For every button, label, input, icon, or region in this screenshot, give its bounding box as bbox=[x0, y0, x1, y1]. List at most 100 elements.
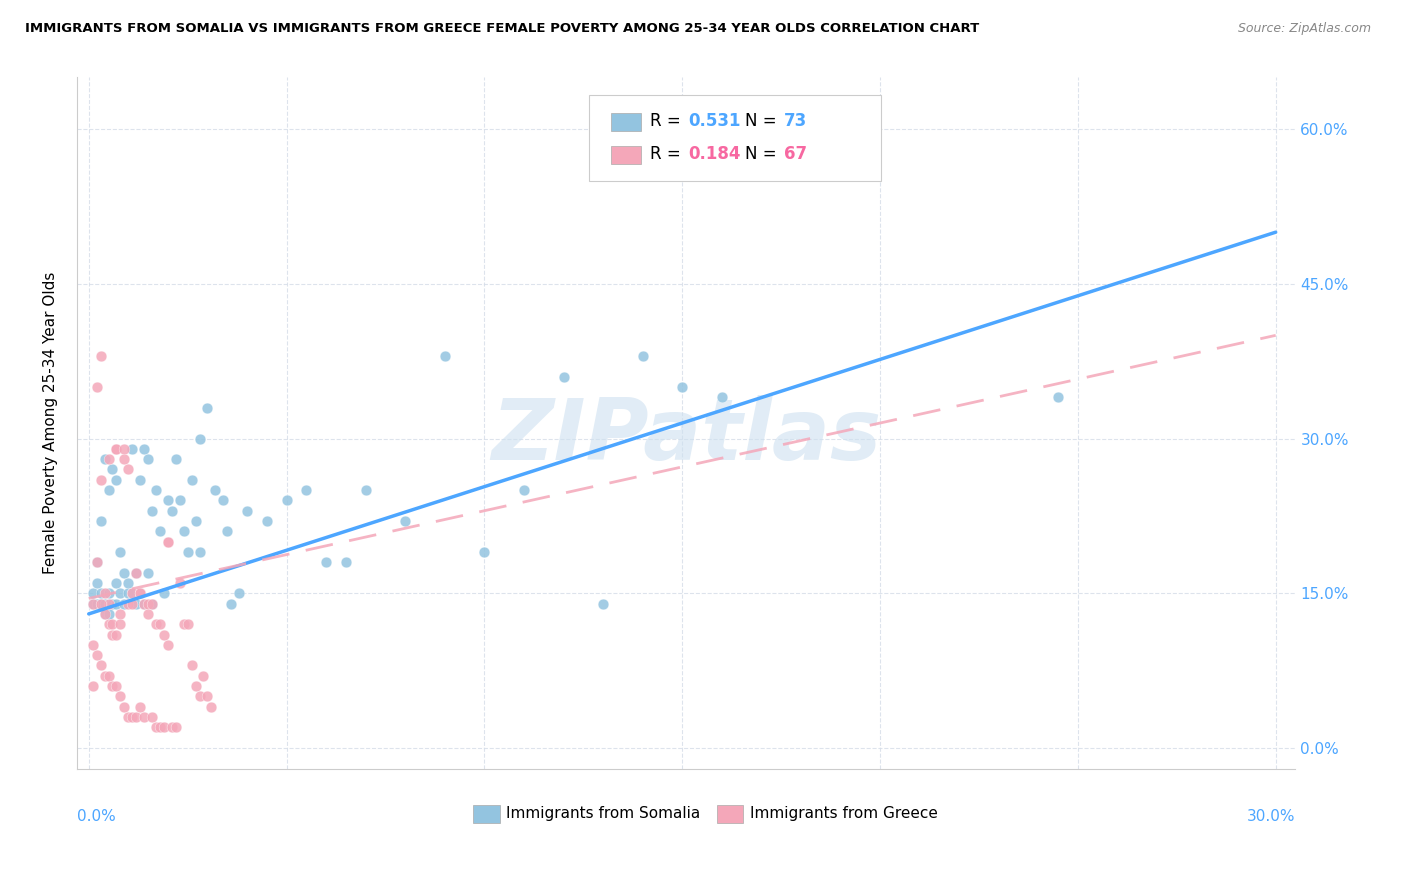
Point bbox=[121, 597, 143, 611]
Y-axis label: Female Poverty Among 25-34 Year Olds: Female Poverty Among 25-34 Year Olds bbox=[44, 272, 58, 574]
Point bbox=[97, 483, 120, 497]
Point bbox=[112, 442, 135, 456]
Point bbox=[256, 514, 278, 528]
Point bbox=[141, 597, 163, 611]
Point bbox=[97, 669, 120, 683]
Point bbox=[105, 679, 128, 693]
Point bbox=[93, 669, 115, 683]
Point bbox=[193, 669, 215, 683]
Point bbox=[160, 504, 183, 518]
FancyBboxPatch shape bbox=[610, 112, 641, 130]
Text: IMMIGRANTS FROM SOMALIA VS IMMIGRANTS FROM GREECE FEMALE POVERTY AMONG 25-34 YEA: IMMIGRANTS FROM SOMALIA VS IMMIGRANTS FR… bbox=[25, 22, 980, 36]
Point bbox=[82, 679, 104, 693]
Point bbox=[145, 617, 167, 632]
Point bbox=[474, 545, 496, 559]
Point bbox=[101, 627, 124, 641]
Point bbox=[149, 524, 172, 539]
Point bbox=[141, 710, 163, 724]
Point bbox=[276, 493, 298, 508]
Point bbox=[156, 493, 179, 508]
Point bbox=[165, 452, 187, 467]
Point bbox=[141, 597, 163, 611]
Point bbox=[180, 658, 202, 673]
Point bbox=[136, 607, 159, 621]
Text: 67: 67 bbox=[783, 145, 807, 163]
Point bbox=[169, 576, 191, 591]
Text: Immigrants from Greece: Immigrants from Greece bbox=[749, 806, 938, 821]
Point bbox=[105, 442, 128, 456]
Point bbox=[125, 566, 148, 580]
Point bbox=[141, 504, 163, 518]
Point bbox=[93, 597, 115, 611]
Point bbox=[82, 597, 104, 611]
Point bbox=[153, 720, 176, 734]
Point bbox=[101, 679, 124, 693]
Point bbox=[90, 349, 112, 363]
Point bbox=[90, 658, 112, 673]
Point bbox=[105, 473, 128, 487]
Point bbox=[176, 545, 198, 559]
Point bbox=[86, 597, 108, 611]
Point bbox=[86, 380, 108, 394]
Point bbox=[315, 555, 337, 569]
Point bbox=[513, 483, 536, 497]
Point bbox=[117, 597, 139, 611]
Point bbox=[631, 349, 654, 363]
Text: 0.184: 0.184 bbox=[689, 145, 741, 163]
Point bbox=[354, 483, 377, 497]
Point bbox=[592, 597, 614, 611]
Point bbox=[134, 597, 156, 611]
Text: Source: ZipAtlas.com: Source: ZipAtlas.com bbox=[1237, 22, 1371, 36]
Point bbox=[90, 514, 112, 528]
Text: R =: R = bbox=[650, 112, 686, 130]
Point bbox=[110, 690, 132, 704]
Text: ZIPatlas: ZIPatlas bbox=[491, 395, 882, 478]
Point bbox=[200, 699, 222, 714]
Point bbox=[97, 586, 120, 600]
Point bbox=[1047, 390, 1070, 404]
Point bbox=[188, 432, 211, 446]
Point bbox=[121, 586, 143, 600]
Point bbox=[90, 586, 112, 600]
Point bbox=[110, 545, 132, 559]
Point bbox=[82, 586, 104, 600]
Point bbox=[90, 597, 112, 611]
Point bbox=[101, 617, 124, 632]
Point bbox=[219, 597, 242, 611]
Point bbox=[110, 607, 132, 621]
Point bbox=[101, 597, 124, 611]
Point bbox=[105, 627, 128, 641]
Point bbox=[156, 534, 179, 549]
Point bbox=[101, 462, 124, 476]
Point bbox=[97, 607, 120, 621]
Point bbox=[394, 514, 416, 528]
Point bbox=[136, 597, 159, 611]
Point bbox=[93, 607, 115, 621]
Point bbox=[295, 483, 318, 497]
FancyBboxPatch shape bbox=[610, 146, 641, 164]
Point bbox=[105, 597, 128, 611]
Point bbox=[204, 483, 226, 497]
Point bbox=[110, 617, 132, 632]
Point bbox=[212, 493, 235, 508]
Point bbox=[112, 452, 135, 467]
FancyBboxPatch shape bbox=[589, 95, 882, 181]
Point bbox=[112, 699, 135, 714]
Point bbox=[93, 586, 115, 600]
Point bbox=[86, 555, 108, 569]
Point bbox=[134, 442, 156, 456]
Point bbox=[176, 617, 198, 632]
Point bbox=[121, 710, 143, 724]
Point bbox=[125, 566, 148, 580]
Point bbox=[180, 473, 202, 487]
Point bbox=[149, 617, 172, 632]
Point bbox=[197, 401, 219, 415]
Point bbox=[86, 555, 108, 569]
Point bbox=[125, 710, 148, 724]
Point bbox=[97, 597, 120, 611]
Point bbox=[671, 380, 693, 394]
Point bbox=[105, 576, 128, 591]
Point bbox=[236, 504, 259, 518]
Point bbox=[188, 690, 211, 704]
Point bbox=[136, 566, 159, 580]
